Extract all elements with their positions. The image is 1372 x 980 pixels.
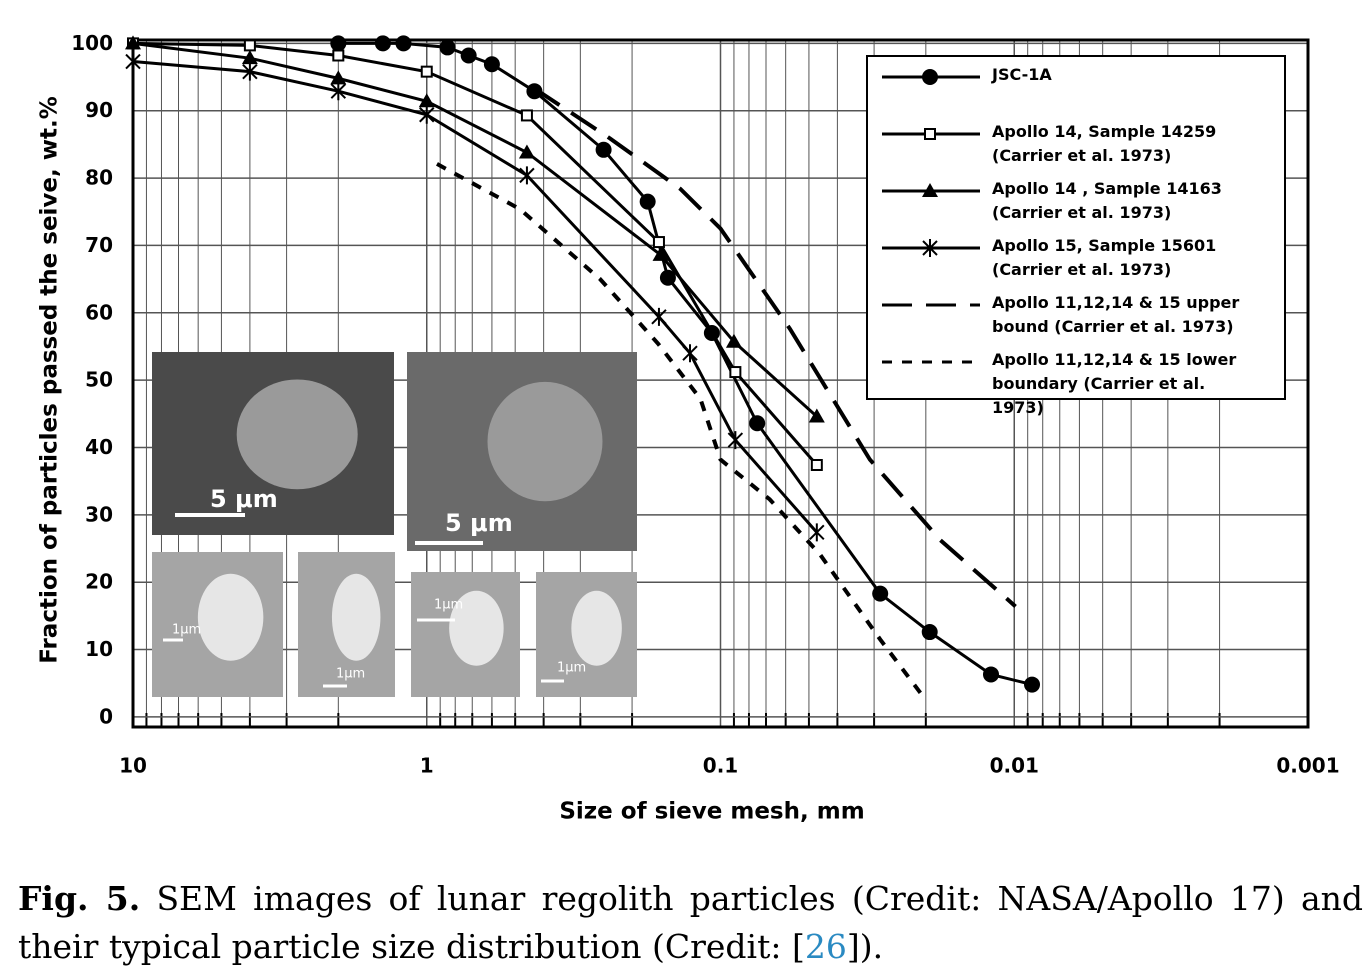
x-tick-label: 1 [420,754,434,778]
marker [395,35,412,52]
y-tick-label: 10 [85,637,113,661]
caption: Fig. 5. SEM images of lunar regolith par… [18,875,1363,971]
y-tick-label: 50 [85,368,113,392]
marker [374,35,391,52]
x-tick-label: 10 [119,754,147,778]
legend-label: Apollo 14, Sample 14259 (Carrier et al. … [992,122,1217,165]
series-line [436,162,928,702]
legend-swatch [882,360,980,364]
marker [418,93,435,108]
particle [197,573,264,661]
x-tick-label: 0.01 [990,754,1039,778]
marker [420,65,433,78]
marker [922,69,938,85]
series-line [338,41,1033,687]
scale-label: 1μm [434,598,463,613]
marker [483,56,500,73]
marker [330,35,347,52]
marker [808,408,825,423]
particle [236,379,358,490]
marker [520,109,533,122]
legend-label: Apollo 11,12,14 & 15 lower boundary (Car… [992,350,1237,417]
marker [595,141,612,158]
y-tick-label: 90 [85,98,113,122]
marker [439,39,456,56]
marker [125,35,141,50]
legend-label: JSC-1A [992,65,1052,84]
marker [526,83,543,100]
scale-label: 1μm [172,623,201,638]
marker [125,52,141,71]
legend-swatch [882,303,980,307]
x-axis-label: Size of sieve mesh, mm [559,799,864,825]
chart: Fraction of particles passed the seive, … [37,31,1340,825]
y-tick-label: 30 [85,502,113,526]
marker [749,415,766,432]
marker [330,82,347,101]
marker [242,62,258,81]
y-axis-label: Fraction of particles passed the seive, … [37,96,63,664]
scale-label: 1μm [336,667,365,682]
caption-text: SEM images of lunar regolith particles (… [18,879,1363,966]
y-tick-label: 100 [71,31,113,55]
marker [460,47,477,64]
particle [331,573,381,661]
legend-label: Apollo 11,12,14 & 15 upper bound (Carrie… [992,293,1240,336]
y-tick-label: 80 [85,166,113,190]
marker [651,307,667,326]
marker [727,431,744,450]
marker [652,236,665,249]
y-tick-label: 70 [85,233,113,257]
caption-text-end: ]). [846,927,884,966]
legend-label: Apollo 14 , Sample 14163 (Carrier et al.… [992,179,1222,222]
marker [330,70,347,85]
series-line [533,86,1017,608]
caption-label: Fig. 5. [18,879,141,918]
y-tick-label: 20 [85,570,113,594]
legend-swatch [882,183,980,197]
y-tick-label: 0 [99,704,113,728]
marker [809,523,825,542]
legend-label: Apollo 15, Sample 15601 (Carrier et al. … [992,236,1217,279]
x-tick-label: 0.1 [703,754,738,778]
legend: JSC-1A Apollo 14, Sample 14259 (Carrier e… [866,55,1286,417]
marker [332,49,345,62]
marker [924,128,936,140]
scale-label: 5 μm [445,509,513,537]
series-line [132,41,818,466]
legend-swatch [882,128,980,140]
marker [682,344,698,363]
marker [922,239,938,257]
series-line [132,41,818,418]
legend-swatch [882,69,980,85]
marker [519,166,535,185]
marker [639,193,656,210]
marker [652,246,669,261]
marker [872,585,889,602]
marker [982,666,999,683]
marker [659,269,676,286]
marker [241,50,258,65]
scale-label: 5 μm [210,485,278,513]
particle [571,590,622,666]
y-tick-label: 40 [85,435,113,459]
marker [518,144,535,159]
marker [419,105,435,124]
y-tick-label: 60 [85,300,113,324]
legend-swatch [882,239,980,257]
x-tick-label: 0.001 [1276,754,1339,778]
plot-frame [131,38,1310,729]
particle [449,590,504,666]
marker [1024,676,1041,693]
particle [487,381,603,502]
marker [243,39,256,52]
marker [729,366,742,379]
reference-link[interactable]: 26 [804,927,847,966]
scale-label: 1μm [557,661,586,676]
marker [922,183,938,197]
marker [725,333,742,348]
marker [921,624,938,641]
marker [810,458,823,471]
